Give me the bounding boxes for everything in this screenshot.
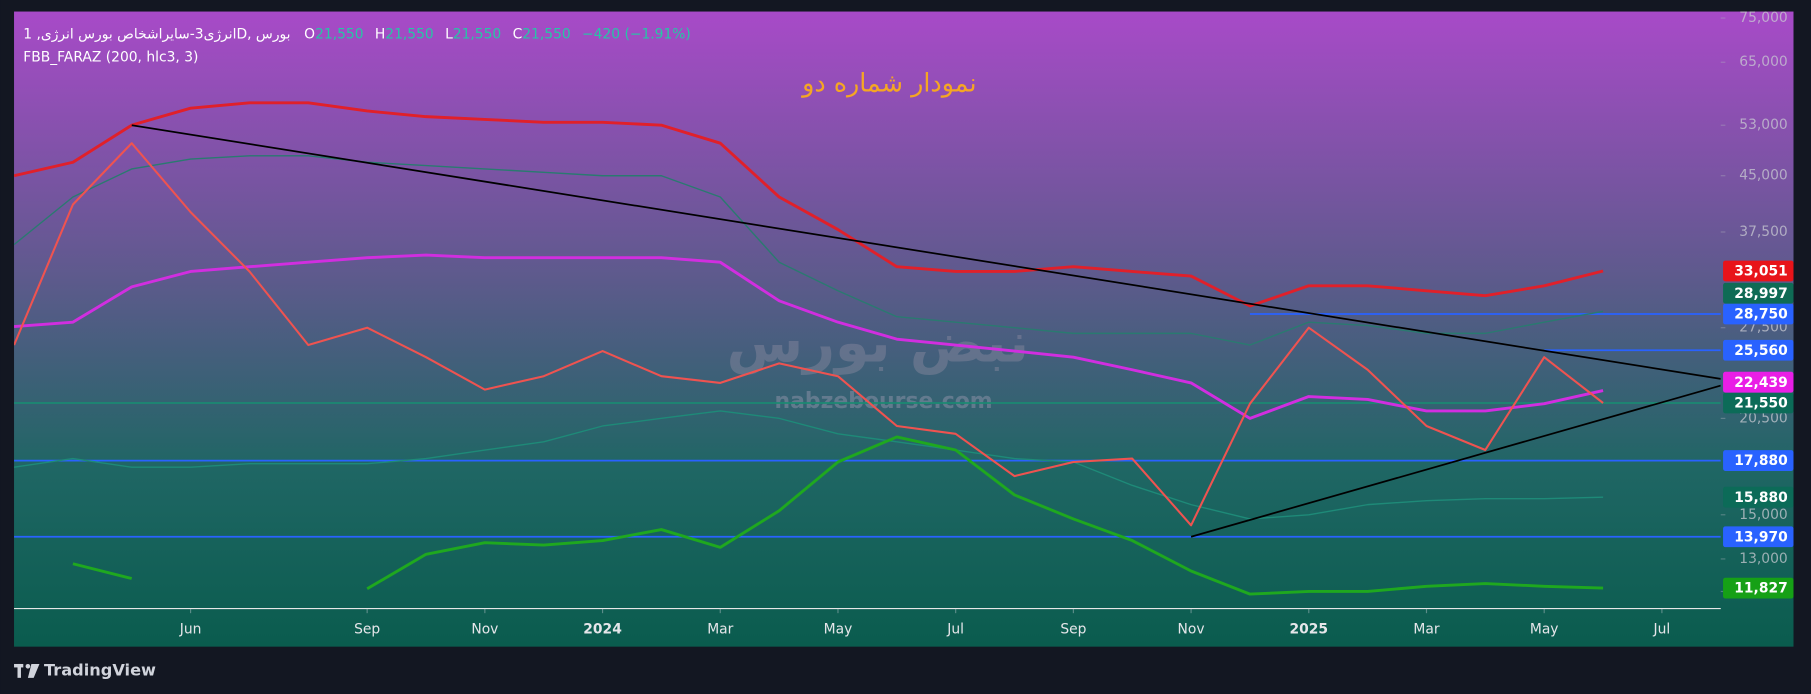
price-tag bbox=[1723, 486, 1794, 508]
x-tick-label: Sep bbox=[1060, 621, 1086, 637]
x-tick-label: 2024 bbox=[583, 621, 622, 637]
x-tick-label: Jul bbox=[1653, 621, 1671, 637]
logo-shape bbox=[27, 663, 40, 678]
logo-shape bbox=[25, 663, 31, 669]
price-tag-label: 11,827 bbox=[1734, 581, 1787, 597]
x-tick-label: Nov bbox=[471, 621, 498, 637]
x-tick-label: Sep bbox=[354, 621, 380, 637]
price-tag bbox=[1723, 371, 1794, 393]
price-tag bbox=[1723, 450, 1794, 471]
price-tag bbox=[1723, 392, 1794, 414]
y-tick-label: 75,000 bbox=[1739, 10, 1787, 26]
y-tick-label: 15,000 bbox=[1739, 507, 1787, 523]
price-tag bbox=[1723, 260, 1794, 282]
price-tag-label: 28,997 bbox=[1734, 286, 1787, 302]
x-tick-label: May bbox=[1530, 621, 1559, 637]
y-tick-label: 45,000 bbox=[1739, 168, 1787, 184]
symbol: انرژی3-سایراشخاص بورس انرژی, 1D, بورس bbox=[23, 27, 290, 43]
price-tag bbox=[1723, 526, 1794, 548]
series-line bbox=[14, 101, 1604, 308]
ohlc-value: 21,550 bbox=[522, 27, 570, 43]
price-tag bbox=[1723, 282, 1794, 304]
price-tag-label: 17,880 bbox=[1734, 453, 1787, 469]
price-tag-label: 13,970 bbox=[1734, 529, 1787, 545]
y-tick-label: 65,000 bbox=[1739, 54, 1787, 70]
ohlc-key: L bbox=[445, 27, 453, 43]
price-tag-label: 25,560 bbox=[1734, 343, 1787, 359]
chart-pane bbox=[14, 11, 1794, 647]
plot-area bbox=[14, 101, 1721, 596]
price-tag-label: 22,439 bbox=[1734, 375, 1787, 391]
series-line bbox=[14, 253, 1604, 420]
series-line bbox=[14, 142, 1604, 527]
ohlc-key: O bbox=[304, 27, 315, 43]
ohlc-value: 21,550 bbox=[453, 27, 501, 43]
price-tags: 11,827 13,970 15,880 17,880 21,550 22,439 25,5… bbox=[1723, 260, 1794, 599]
x-tick-label: Mar bbox=[1413, 621, 1439, 637]
ohlc-key: C bbox=[513, 27, 523, 43]
series-line bbox=[14, 155, 1604, 346]
indicator-label: FBB_FARAZ (200, hlc3, 3) bbox=[23, 50, 198, 66]
price-tag-label: 33,051 bbox=[1734, 264, 1787, 280]
y-tick-label: 37,500 bbox=[1739, 224, 1787, 240]
y-tick-label: 20,500 bbox=[1739, 410, 1787, 426]
chart-annotation: نمودار شماره دو bbox=[800, 67, 976, 98]
price-tag-label: 28,750 bbox=[1734, 307, 1787, 323]
ohlc-key: H bbox=[375, 27, 385, 43]
watermark-site: nabzebourse.com bbox=[774, 389, 992, 414]
footer-brand: TradingView bbox=[44, 660, 156, 679]
x-tick-label: Jul bbox=[946, 621, 964, 637]
ohlc-value: 21,550 bbox=[385, 27, 433, 43]
series-line bbox=[14, 410, 1604, 520]
trendline bbox=[1190, 384, 1721, 538]
x-tick-label: 2025 bbox=[1290, 621, 1329, 637]
y-tick-label: 13,000 bbox=[1739, 551, 1787, 567]
x-tick-label: Jun bbox=[179, 621, 202, 637]
x-tick-label: Mar bbox=[707, 621, 733, 637]
price-tag-label: 21,550 bbox=[1734, 396, 1787, 412]
logo-shape bbox=[17, 663, 21, 678]
x-tick-label: Nov bbox=[1178, 621, 1205, 637]
ohlc-value: 21,550 bbox=[315, 27, 363, 43]
y-tick-label: 53,000 bbox=[1739, 117, 1787, 133]
price-tag bbox=[1723, 577, 1794, 599]
header-line: انرژی3-سایراشخاص بورس انرژی, 1D, بورس O2… bbox=[23, 27, 691, 43]
price-tag bbox=[1723, 303, 1794, 325]
series-line bbox=[72, 435, 1604, 596]
x-tick-label: May bbox=[824, 621, 853, 637]
price-tag-label: 15,880 bbox=[1734, 490, 1787, 506]
price-tag bbox=[1723, 339, 1794, 361]
change: −420 (−1.91%) bbox=[582, 27, 691, 43]
trendline bbox=[131, 124, 1721, 380]
axes: 75,00065,00053,00045,00037,50027,50020,5… bbox=[179, 10, 1788, 637]
tradingview-logo bbox=[14, 663, 40, 678]
